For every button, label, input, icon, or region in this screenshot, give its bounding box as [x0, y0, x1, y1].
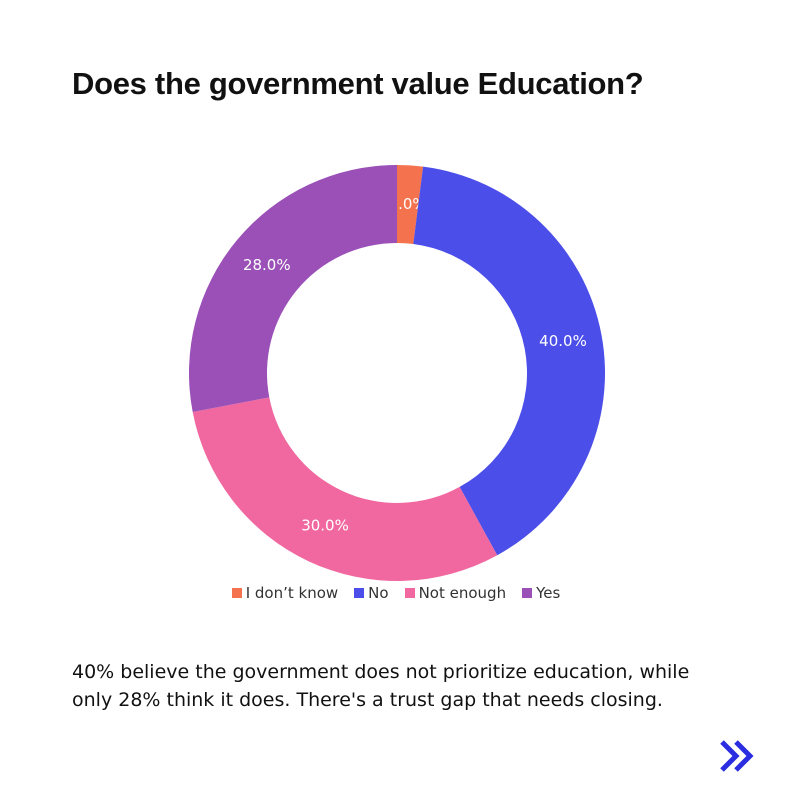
legend-label: No: [368, 584, 389, 602]
donut-segment: [413, 166, 605, 556]
legend-swatch: [522, 588, 533, 598]
legend-item: Yes: [522, 584, 560, 602]
legend-item: No: [354, 584, 389, 602]
legend-label: Not enough: [418, 584, 507, 602]
data-label: 2.0%: [389, 195, 427, 213]
legend-label: I don’t know: [245, 584, 339, 602]
legend-item: Not enough: [404, 584, 507, 602]
legend-label: Yes: [536, 584, 561, 602]
legend-swatch: [404, 588, 415, 598]
donut-segment: [397, 165, 424, 245]
legend-item: I don’t know: [231, 584, 339, 602]
chart: 2.0% 40.0% 30.0% 28.0%: [188, 165, 605, 581]
data-label: 30.0%: [301, 516, 349, 534]
legend-swatch: [354, 588, 365, 598]
data-label: 40.0%: [539, 332, 587, 350]
legend: I don’t know No Not enough Yes: [0, 584, 792, 602]
data-label: 28.0%: [243, 256, 291, 274]
donut-segment: [188, 165, 397, 412]
next-arrow-icon[interactable]: [718, 736, 766, 776]
donut-segment: [192, 397, 498, 581]
chart-title: Does the government value Education?: [72, 66, 644, 101]
legend-swatch: [231, 588, 242, 598]
caption: 40% believe the government does not prio…: [72, 661, 690, 711]
